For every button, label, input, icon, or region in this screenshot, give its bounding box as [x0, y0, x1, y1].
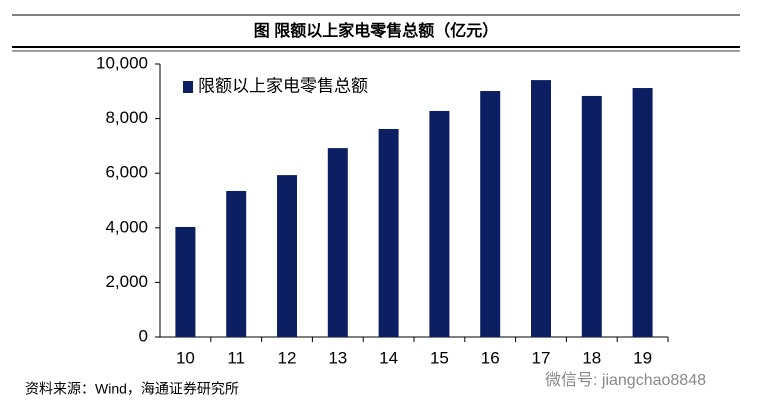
- chart-title: 图 限额以上家电零售总额（亿元）: [254, 21, 498, 40]
- x-tick-label: 17: [532, 348, 551, 367]
- legend-swatch: [183, 81, 193, 93]
- y-tick-label: 8,000: [105, 108, 148, 127]
- source-note: 资料来源：Wind，海通证券研究所: [25, 381, 239, 397]
- y-tick-label: 0: [139, 326, 148, 345]
- y-tick-label: 10,000: [96, 53, 148, 72]
- x-tick-label: 16: [481, 348, 500, 367]
- bar: [277, 175, 297, 337]
- bar: [531, 80, 551, 338]
- y-tick-label: 4,000: [105, 217, 148, 236]
- x-tick-label: 18: [582, 348, 601, 367]
- x-tick-label: 19: [633, 348, 652, 367]
- y-tick-label: 6,000: [105, 163, 148, 182]
- bar: [632, 88, 653, 337]
- x-tick-label: 10: [176, 348, 195, 367]
- bar: [175, 226, 196, 337]
- bar: [378, 128, 399, 337]
- x-tick-label: 12: [278, 348, 297, 367]
- x-tick-label: 11: [227, 348, 245, 367]
- x-tick-label: 14: [379, 348, 398, 367]
- y-tick-label: 2,000: [105, 272, 148, 291]
- bar: [327, 148, 348, 337]
- watermark: 微信号: jiangchao8848: [545, 371, 706, 389]
- x-tick-label: 13: [328, 348, 347, 367]
- bar: [581, 95, 602, 337]
- x-tick-label: 15: [430, 348, 449, 367]
- bar: [480, 91, 501, 337]
- bar: [429, 110, 450, 338]
- legend-label: 限额以上家电零售总额: [198, 76, 368, 95]
- bar: [226, 190, 247, 337]
